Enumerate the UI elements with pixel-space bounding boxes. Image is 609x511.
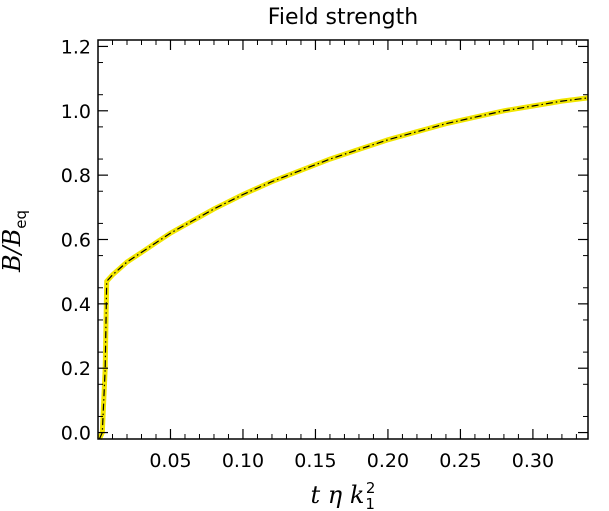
x-tick-label: 0.15 [294,450,336,472]
y-tick-label: 0.2 [61,358,91,380]
y-tick-label: 0.4 [61,294,91,316]
y-axis-label: B/Beq [0,210,30,273]
series-line-solid [97,95,589,441]
y-tick-label: 0.6 [61,230,91,252]
x-tick-label: 0.05 [149,450,191,472]
x-tick-label: 0.20 [367,450,409,472]
y-tick-label: 0.8 [61,165,91,187]
y-tick-label: 1.2 [61,36,91,58]
x-tick-label: 0.30 [512,450,554,472]
x-axis-label: t η k12 [311,479,376,511]
x-tick-label: 0.10 [222,450,264,472]
x-tick-label: 0.25 [439,450,481,472]
series-layer [97,95,589,441]
ticks-layer: 0.05 0.10 0.15 0.20 0.25 0.30 0.0 0.2 0.4 0.6 0.8 1… [61,36,588,472]
plot-frame [97,39,589,440]
chart-title: Field strength [268,5,418,30]
y-tick-label: 0.0 [61,423,91,445]
y-tick-label: 1.0 [61,101,91,123]
series-line-dashdot [98,97,589,440]
